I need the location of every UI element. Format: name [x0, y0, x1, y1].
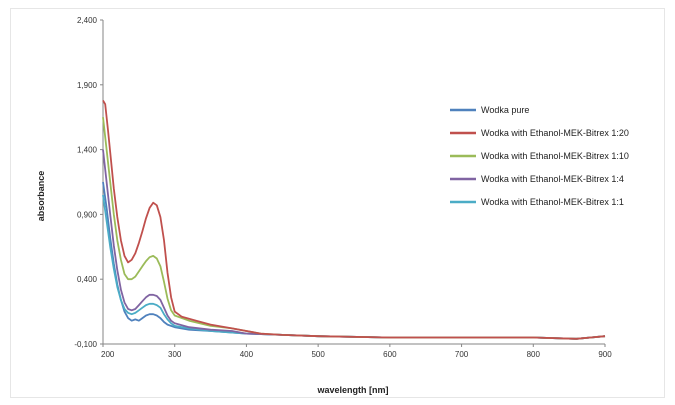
legend-label-5: Wodka with Ethanol-MEK-Bitrex 1:1 [481, 197, 624, 207]
x-tick-label: 700 [455, 350, 469, 359]
series-lines [102, 99, 606, 340]
legend-label-4: Wodka with Ethanol-MEK-Bitrex 1:4 [481, 174, 624, 184]
legend-label-3: Wodka with Ethanol-MEK-Bitrex 1:10 [481, 151, 629, 161]
y-tick-label: -0,100 [74, 340, 97, 349]
y-axis: -0,100 0,400 0,900 1,400 1,900 2,400 [74, 16, 104, 349]
x-tick-label: 900 [598, 350, 612, 359]
y-tick-label: 2,400 [77, 16, 98, 25]
y-tick-label: 1,900 [77, 81, 98, 90]
y-axis-label: absorbance [36, 171, 46, 222]
x-tick-label: 400 [240, 350, 254, 359]
x-tick-label: 800 [527, 350, 541, 359]
x-tick-label: 300 [168, 350, 182, 359]
y-tick-label: 1,400 [77, 146, 98, 155]
x-axis: 200 300 400 500 600 700 800 900 [101, 343, 612, 359]
x-tick-label: 500 [311, 350, 325, 359]
x-tick-label: 600 [383, 350, 397, 359]
legend-label-1: Wodka pure [481, 105, 529, 115]
y-tick-label: 0,900 [77, 210, 98, 219]
x-tick-label: 200 [101, 350, 115, 359]
chart-frame [10, 8, 665, 398]
x-axis-label: wavelength [nm] [316, 385, 388, 395]
series-line-2 [102, 99, 606, 340]
legend-label-2: Wodka with Ethanol-MEK-Bitrex 1:20 [481, 128, 629, 138]
legend: Wodka pure Wodka with Ethanol-MEK-Bitrex … [450, 105, 629, 207]
y-tick-label: 0,400 [77, 275, 98, 284]
